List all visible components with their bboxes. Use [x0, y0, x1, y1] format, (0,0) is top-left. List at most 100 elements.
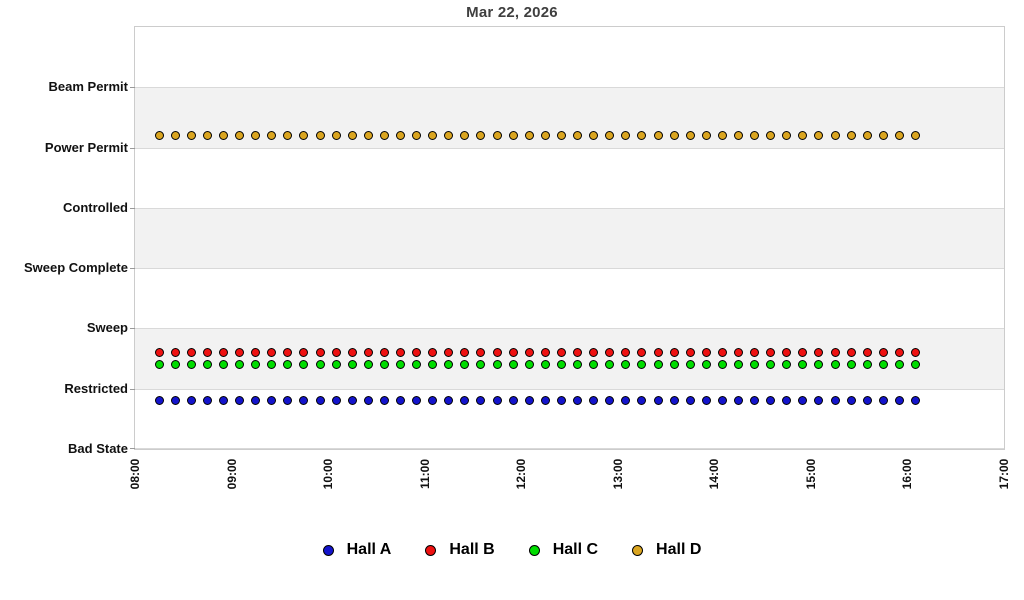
point-hall-c	[428, 360, 438, 370]
x-tick-label: 12:00	[514, 458, 529, 490]
gridline	[135, 147, 1004, 149]
point-hall-c	[830, 360, 840, 370]
point-hall-c	[589, 360, 599, 370]
point-hall-a	[267, 396, 277, 406]
y-tick-label: Controlled	[63, 199, 128, 215]
x-tick-label: 09:00	[224, 458, 239, 490]
point-hall-a	[798, 396, 808, 406]
point-hall-d	[331, 131, 341, 140]
point-hall-b	[653, 348, 663, 358]
point-hall-b	[492, 348, 502, 358]
point-hall-b	[862, 348, 872, 358]
point-hall-d	[846, 131, 856, 140]
legend-item-hall-c[interactable]: Hall C	[528, 541, 598, 559]
point-hall-a	[396, 396, 406, 406]
point-hall-b	[267, 348, 277, 358]
point-hall-d	[170, 131, 180, 140]
point-hall-a	[766, 396, 776, 406]
x-tick-label: 11:00	[417, 458, 432, 490]
legend-item-hall-b[interactable]: Hall B	[425, 541, 495, 559]
point-hall-c	[814, 360, 824, 370]
legend-item-hall-d[interactable]: Hall D	[632, 541, 701, 559]
point-hall-b	[669, 348, 679, 358]
point-hall-a	[589, 396, 599, 406]
point-hall-c	[846, 360, 856, 370]
point-hall-b	[540, 348, 550, 358]
point-hall-b	[910, 348, 920, 358]
point-hall-b	[428, 348, 438, 358]
point-hall-b	[733, 348, 743, 358]
point-hall-b	[782, 348, 792, 358]
point-hall-d	[685, 131, 695, 140]
point-hall-d	[556, 131, 566, 140]
point-hall-a	[251, 396, 261, 406]
point-hall-c	[331, 360, 341, 370]
point-hall-b	[637, 348, 647, 358]
point-hall-b	[331, 348, 341, 358]
point-hall-d	[782, 131, 792, 140]
gridline	[135, 388, 1004, 390]
point-hall-a	[862, 396, 872, 406]
point-hall-c	[798, 360, 808, 370]
point-hall-d	[814, 131, 824, 140]
point-hall-a	[460, 396, 470, 406]
point-hall-c	[910, 360, 920, 370]
point-hall-b	[299, 348, 309, 358]
shaded-band	[135, 207, 1004, 269]
point-hall-c	[267, 360, 277, 370]
point-hall-d	[219, 131, 228, 140]
legend-item-hall-a[interactable]: Hall A	[322, 541, 391, 559]
point-hall-b	[460, 348, 470, 358]
point-hall-c	[540, 360, 550, 370]
point-hall-c	[476, 360, 486, 370]
point-hall-a	[782, 396, 792, 406]
point-hall-c	[669, 360, 679, 370]
legend-marker-icon	[425, 544, 437, 556]
point-hall-d	[830, 131, 840, 140]
point-hall-d	[444, 131, 454, 140]
point-hall-b	[798, 348, 808, 358]
point-hall-d	[573, 131, 583, 140]
point-hall-a	[894, 396, 904, 406]
point-hall-c	[556, 360, 566, 370]
point-hall-a	[846, 396, 856, 406]
y-axis-tick	[130, 448, 135, 449]
point-hall-a	[750, 396, 760, 406]
point-hall-d	[605, 131, 615, 140]
point-hall-a	[331, 396, 341, 406]
point-hall-a	[154, 396, 164, 406]
point-hall-c	[170, 360, 180, 370]
y-axis-tick	[130, 87, 135, 89]
point-hall-a	[540, 396, 550, 406]
point-hall-b	[476, 348, 486, 358]
point-hall-c	[701, 360, 711, 370]
point-hall-c	[154, 360, 164, 370]
point-hall-b	[701, 348, 711, 358]
point-hall-d	[202, 131, 212, 140]
point-hall-c	[251, 360, 261, 370]
point-hall-a	[299, 396, 309, 406]
point-hall-c	[621, 360, 631, 370]
point-hall-b	[396, 348, 406, 358]
point-hall-c	[878, 360, 888, 370]
point-hall-d	[717, 131, 727, 140]
point-hall-d	[379, 131, 389, 140]
legend-marker-icon	[322, 544, 334, 556]
point-hall-d	[766, 131, 776, 140]
point-hall-d	[862, 131, 872, 140]
point-hall-c	[235, 360, 245, 370]
point-hall-d	[251, 131, 261, 140]
point-hall-d	[733, 131, 743, 140]
point-hall-d	[589, 131, 599, 140]
point-hall-c	[508, 360, 518, 370]
point-hall-a	[412, 396, 422, 406]
point-hall-c	[524, 360, 534, 370]
point-hall-c	[283, 360, 293, 370]
point-hall-a	[492, 396, 502, 406]
point-hall-b	[219, 348, 228, 358]
point-hall-a	[717, 396, 727, 406]
point-hall-d	[524, 131, 534, 140]
y-tick-label: Beam Permit	[48, 79, 128, 95]
point-hall-a	[605, 396, 615, 406]
